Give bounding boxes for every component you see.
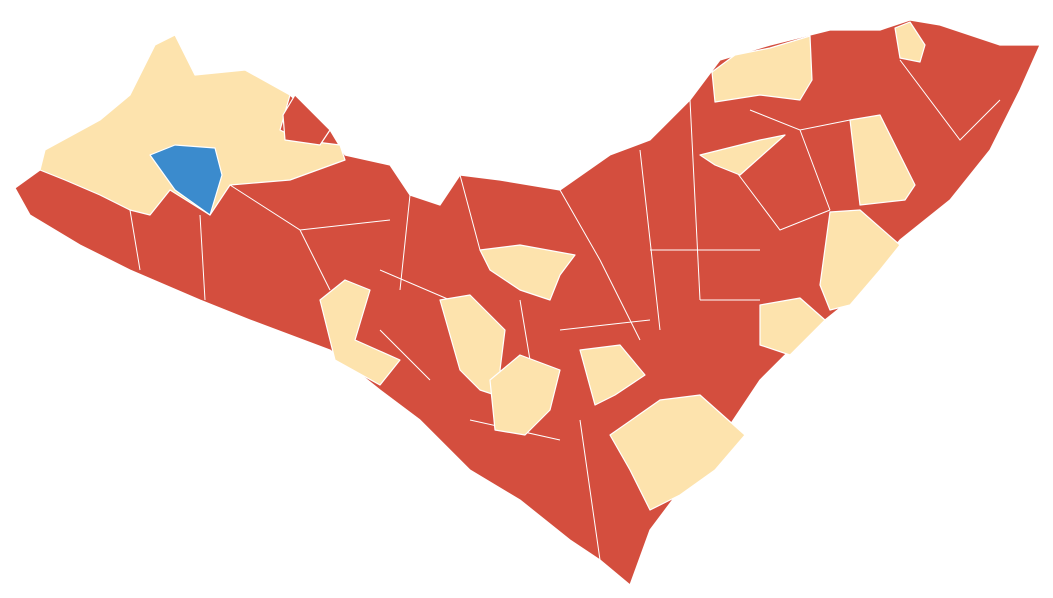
region-south-central-2[interactable] bbox=[489, 354, 561, 436]
region-southeast[interactable] bbox=[609, 394, 746, 511]
region-north-small[interactable] bbox=[894, 21, 926, 63]
region-west-south[interactable] bbox=[319, 279, 401, 386]
region-south-small[interactable] bbox=[579, 344, 646, 406]
secondary-regions bbox=[39, 21, 926, 511]
region-east[interactable] bbox=[819, 209, 901, 311]
region-center[interactable] bbox=[479, 244, 576, 301]
region-center-north[interactable] bbox=[699, 134, 786, 176]
highlighted-municipality[interactable] bbox=[149, 144, 223, 216]
region-northeast[interactable] bbox=[849, 114, 916, 206]
region-north-central[interactable] bbox=[711, 35, 813, 103]
region-east-coast[interactable] bbox=[759, 297, 826, 356]
region-northwest-red[interactable] bbox=[282, 94, 331, 146]
